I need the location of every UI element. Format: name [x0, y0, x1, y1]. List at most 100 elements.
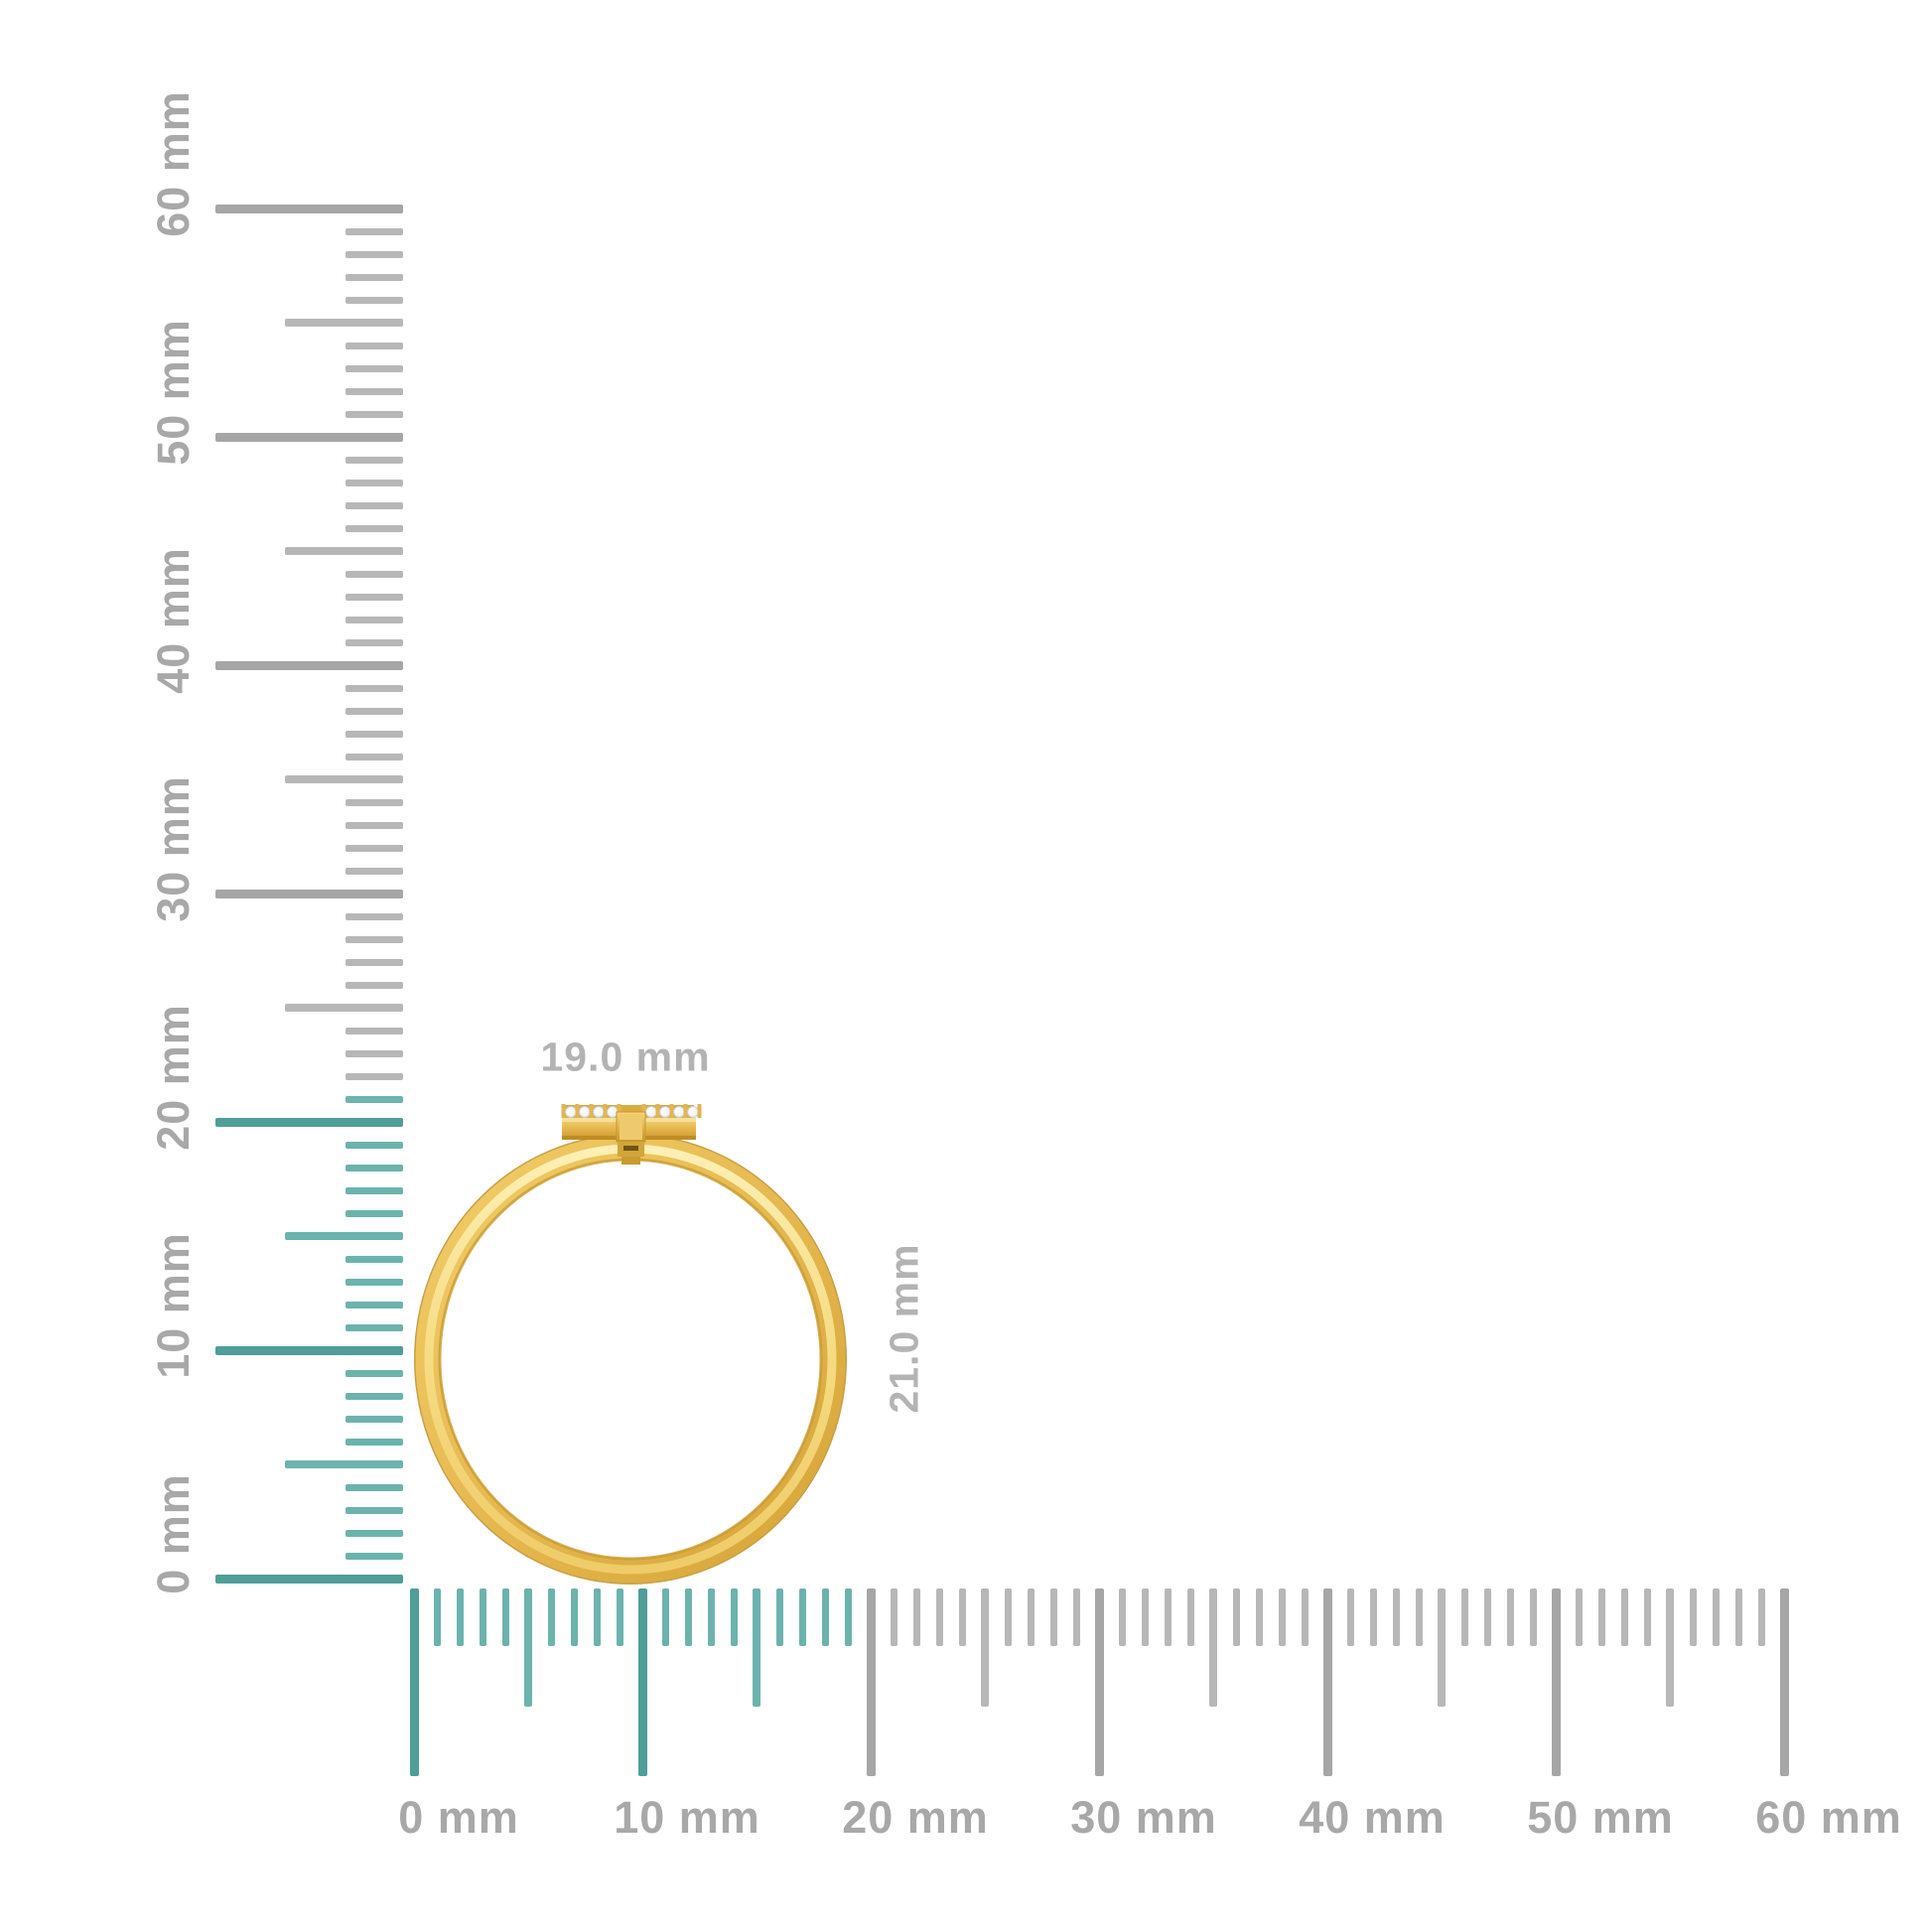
horizontal-ruler-tick: [524, 1588, 532, 1707]
horizontal-ruler-label: 20 mm: [842, 1792, 989, 1843]
horizontal-ruler-tick: [730, 1588, 738, 1646]
horizontal-ruler-tick: [1186, 1588, 1194, 1646]
vertical-ruler-tick: [345, 1049, 403, 1057]
vertical-ruler-tick: [345, 1529, 403, 1537]
diamond-stone: [687, 1106, 699, 1118]
vertical-ruler-tick: [345, 935, 403, 943]
horizontal-ruler-label: 40 mm: [1299, 1792, 1446, 1843]
vertical-ruler-tick: [345, 1323, 403, 1331]
diamond-stone: [659, 1106, 671, 1118]
horizontal-ruler-tick: [935, 1588, 943, 1646]
vertical-ruler-tick: [345, 250, 403, 258]
vertical-ruler-tick: [285, 319, 403, 327]
horizontal-ruler-tick: [1575, 1588, 1583, 1646]
bar-center-face: [620, 1114, 642, 1140]
vertical-ruler-tick: [345, 387, 403, 395]
horizontal-ruler-tick: [1483, 1588, 1491, 1646]
vertical-ruler-tick: [345, 342, 403, 349]
connector-slot: [623, 1146, 638, 1151]
prong: [655, 1104, 660, 1118]
horizontal-ruler-tick: [1164, 1588, 1172, 1646]
horizontal-ruler-tick: [1278, 1588, 1286, 1646]
horizontal-ruler-tick: [1141, 1588, 1149, 1646]
vertical-ruler-tick: [345, 1141, 403, 1149]
vertical-ruler-tick: [345, 844, 403, 852]
vertical-ruler-tick: [285, 775, 403, 783]
horizontal-ruler-tick: [570, 1588, 578, 1646]
horizontal-ruler-tick: [981, 1588, 989, 1707]
diamond-stone: [673, 1106, 685, 1118]
vertical-ruler-tick: [345, 981, 403, 989]
horizontal-ruler-tick: [1209, 1588, 1217, 1707]
vertical-ruler-tick: [345, 273, 403, 281]
vertical-ruler-tick: [345, 570, 403, 578]
horizontal-ruler-tick: [593, 1588, 601, 1646]
horizontal-ruler-tick: [866, 1588, 876, 1776]
horizontal-ruler-tick: [409, 1588, 419, 1776]
vertical-ruler-tick: [345, 958, 403, 966]
horizontal-ruler-tick: [890, 1588, 897, 1646]
vertical-ruler-tick: [215, 204, 403, 213]
horizontal-ruler-tick: [1712, 1588, 1720, 1646]
diamond-stone-row: [561, 1104, 702, 1118]
ring-band: [414, 1134, 847, 1585]
vertical-ruler-tick: [345, 730, 403, 738]
vertical-ruler-tick: [285, 1232, 403, 1240]
vertical-ruler-tick: [345, 1392, 403, 1400]
prong: [561, 1104, 566, 1118]
diamond-stone: [593, 1106, 605, 1118]
horizontal-ruler-tick: [1597, 1588, 1605, 1646]
diamond-stone: [645, 1106, 657, 1118]
horizontal-ruler-tick: [1255, 1588, 1263, 1646]
vertical-ruler-tick: [345, 501, 403, 509]
vertical-ruler-tick: [345, 1255, 403, 1263]
vertical-ruler-tick: [345, 1209, 403, 1217]
vertical-ruler-tick: [345, 798, 403, 806]
vertical-ruler-tick: [345, 821, 403, 829]
vertical-ruler-tick: [345, 1438, 403, 1446]
horizontal-ruler-tick: [456, 1588, 464, 1646]
horizontal-ruler-tick: [1779, 1588, 1789, 1776]
vertical-ruler-tick: [345, 1186, 403, 1194]
prong: [589, 1104, 594, 1118]
horizontal-ruler-tick: [501, 1588, 509, 1646]
vertical-ruler-tick: [345, 1369, 403, 1377]
horizontal-ruler-label: 0 mm: [398, 1792, 519, 1843]
prong: [697, 1104, 702, 1118]
horizontal-ruler-tick: [1460, 1588, 1468, 1646]
horizontal-ruler-tick: [707, 1588, 715, 1646]
horizontal-ruler-tick: [1415, 1588, 1423, 1646]
prong: [575, 1104, 580, 1118]
diamond-stone: [565, 1106, 577, 1118]
vertical-ruler-tick: [215, 889, 403, 898]
horizontal-ruler-tick: [912, 1588, 920, 1646]
vertical-ruler-tick: [345, 364, 403, 372]
horizontal-ruler-tick: [1506, 1588, 1514, 1646]
vertical-ruler-tick: [345, 1301, 403, 1309]
horizontal-ruler-tick: [958, 1588, 966, 1646]
vertical-ruler-tick: [345, 1483, 403, 1491]
horizontal-ruler-tick: [1004, 1588, 1012, 1646]
vertical-ruler-tick: [345, 1027, 403, 1035]
vertical-ruler-tick: [345, 456, 403, 464]
horizontal-ruler-tick: [1757, 1588, 1765, 1646]
horizontal-ruler-label: 60 mm: [1755, 1792, 1902, 1843]
horizontal-ruler-tick: [616, 1588, 623, 1646]
vertical-ruler-tick: [215, 1117, 403, 1127]
vertical-ruler-tick: [215, 660, 403, 670]
horizontal-ruler-tick: [1049, 1588, 1057, 1646]
vertical-ruler-tick: [345, 296, 403, 304]
vertical-ruler-tick: [345, 524, 403, 532]
horizontal-ruler-label: 30 mm: [1070, 1792, 1217, 1843]
horizontal-ruler-tick: [547, 1588, 555, 1646]
diamond-stone: [579, 1106, 591, 1118]
vertical-ruler-tick: [345, 1164, 403, 1172]
horizontal-ruler-tick: [1369, 1588, 1377, 1646]
horizontal-ruler-tick: [661, 1588, 669, 1646]
vertical-ruler-tick: [345, 227, 403, 235]
vertical-ruler-tick: [345, 1072, 403, 1080]
horizontal-ruler-tick: [1620, 1588, 1628, 1646]
horizontal-ruler-tick: [1027, 1588, 1035, 1646]
prong: [683, 1104, 688, 1118]
